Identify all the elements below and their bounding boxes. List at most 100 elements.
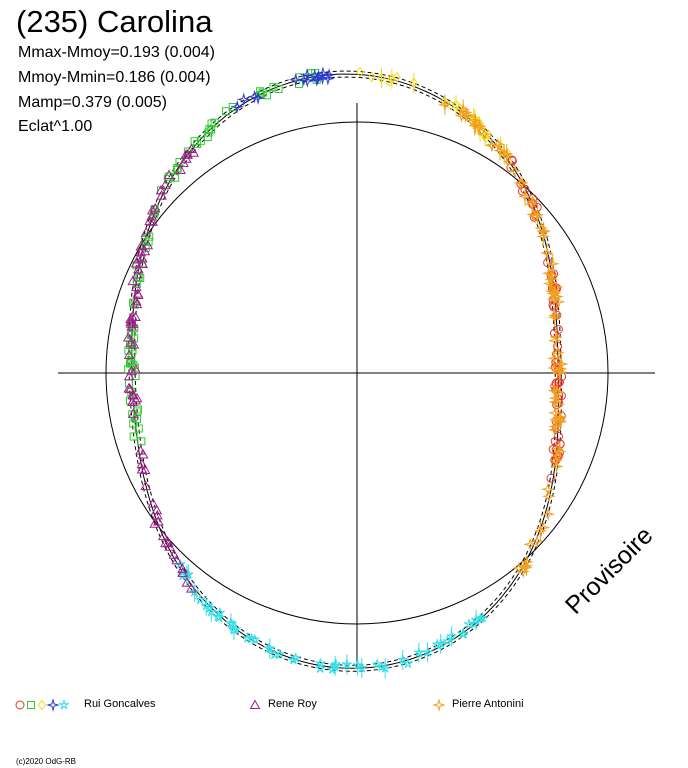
data-point — [127, 275, 139, 286]
data-point — [551, 294, 566, 309]
data-point — [214, 607, 225, 618]
data-point — [181, 577, 193, 587]
data-point — [477, 127, 492, 141]
data-point — [458, 105, 473, 120]
data-point — [471, 614, 482, 625]
data-point — [230, 624, 241, 634]
data-point — [130, 394, 142, 405]
data-point — [168, 549, 180, 559]
data-point — [163, 169, 175, 180]
data-point — [210, 118, 219, 127]
data-point — [367, 71, 376, 83]
data-point — [230, 99, 245, 114]
data-point — [159, 179, 171, 190]
data-point — [142, 239, 154, 250]
data-point — [519, 558, 534, 573]
data-point — [515, 176, 529, 190]
data-point — [550, 384, 565, 399]
data-point — [139, 464, 151, 474]
data-point — [269, 82, 278, 91]
data-point — [551, 378, 561, 388]
series-2 — [355, 66, 513, 167]
data-point — [545, 256, 560, 271]
series-0 — [506, 155, 567, 483]
copyright-text: (c)2020 OdG-RB — [16, 757, 77, 766]
data-point — [133, 405, 142, 414]
legend-symbol-rui-goncalves-circle — [15, 700, 25, 710]
data-point — [236, 92, 251, 107]
data-point — [435, 638, 446, 649]
legend-symbol-rui-goncalves-diamond — [37, 699, 47, 711]
data-point — [136, 252, 148, 263]
data-point — [458, 628, 469, 639]
data-point — [124, 383, 136, 394]
data-point — [547, 423, 562, 437]
data-point — [300, 67, 314, 82]
data-point — [147, 216, 158, 226]
data-point — [355, 66, 365, 78]
legend-symbol-rui-goncalves-star4 — [46, 698, 60, 712]
data-point — [133, 407, 142, 416]
data-point — [477, 612, 488, 623]
data-point — [186, 143, 197, 154]
data-point — [549, 280, 564, 294]
data-point — [137, 258, 149, 269]
data-point — [274, 649, 285, 659]
data-point — [496, 141, 505, 152]
data-point — [131, 298, 143, 309]
data-point — [471, 121, 486, 136]
data-point — [125, 337, 137, 347]
data-point — [151, 504, 163, 515]
legend-label-rene-roy: Rene Roy — [268, 698, 317, 710]
data-point — [437, 97, 452, 112]
data-point — [467, 118, 482, 133]
data-point — [540, 246, 554, 260]
data-point — [409, 77, 418, 89]
data-point — [171, 173, 180, 182]
data-point — [311, 69, 326, 84]
data-point — [541, 507, 556, 522]
stat-mmax-mmoy: Mmax-Mmoy=0.193 (0.004) — [18, 44, 215, 61]
data-point — [549, 453, 563, 468]
data-point — [190, 137, 199, 146]
data-point — [203, 133, 212, 142]
data-point — [195, 594, 206, 605]
data-point — [130, 311, 141, 321]
data-point — [341, 659, 352, 669]
data-point — [397, 654, 408, 665]
data-point — [130, 257, 142, 268]
data-point — [380, 663, 391, 673]
data-point — [127, 318, 139, 328]
data-point — [392, 71, 401, 83]
fit-curve-1 — [134, 76, 556, 666]
series-4 — [175, 559, 488, 679]
data-point — [171, 554, 182, 565]
data-point — [315, 71, 330, 86]
data-point — [251, 91, 266, 105]
data-point — [553, 361, 568, 376]
data-point — [377, 72, 386, 84]
data-point — [322, 67, 337, 82]
series-6 — [437, 94, 569, 579]
data-point — [130, 364, 142, 374]
data-point — [225, 618, 236, 628]
data-point — [135, 241, 147, 251]
data-point — [550, 442, 564, 457]
data-point — [175, 164, 186, 175]
data-point — [540, 482, 555, 497]
stat-eclat: Eclat^1.00 — [18, 118, 93, 135]
data-point — [149, 518, 161, 528]
data-point — [553, 410, 567, 425]
data-point — [228, 102, 237, 111]
data-point — [136, 458, 148, 469]
data-point — [126, 365, 138, 376]
data-point — [147, 498, 159, 508]
data-point — [274, 84, 283, 93]
data-point — [175, 559, 186, 569]
data-point — [149, 202, 161, 213]
data-point — [541, 489, 556, 504]
data-point — [124, 346, 133, 355]
data-point — [123, 382, 135, 393]
data-point — [525, 194, 540, 209]
reference-circle — [105, 121, 609, 625]
